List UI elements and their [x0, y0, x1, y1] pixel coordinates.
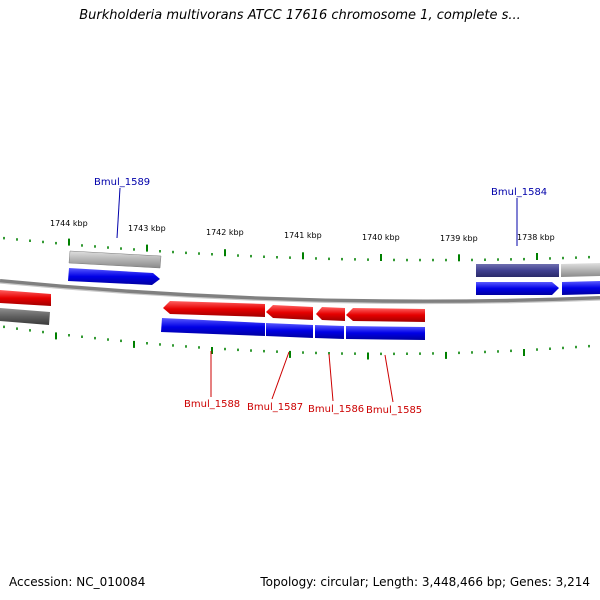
gene-label-1584[interactable]: Bmul_1584	[491, 187, 547, 198]
tick-label-1743: 1743 kbp	[128, 224, 166, 233]
gene-blue-band-1586[interactable]	[315, 325, 344, 339]
gene-label-1585[interactable]: Bmul_1585	[366, 405, 422, 416]
tick-label-1742: 1742 kbp	[206, 228, 244, 237]
gene-blue-band-1585[interactable]	[346, 326, 425, 340]
gene-red-left-edge[interactable]	[0, 290, 51, 306]
gene-red-1586[interactable]	[316, 307, 345, 321]
map-title: Burkholderia multivorans ATCC 17616 chro…	[79, 8, 521, 23]
gene-blue-1584[interactable]	[476, 282, 559, 295]
gene-label-1588[interactable]: Bmul_1588	[184, 399, 240, 410]
backbone-inner	[0, 282, 600, 305]
gene-blue-1589[interactable]	[68, 268, 160, 285]
tick-row-bottom	[3, 325, 590, 360]
leader-1585	[384, 354, 394, 403]
gene-label-1589[interactable]: Bmul_1589	[94, 177, 150, 188]
gene-grey-top-1589[interactable]	[68, 250, 162, 269]
gene-dark-left-edge[interactable]	[0, 308, 50, 325]
backbone-outer	[0, 279, 600, 304]
genome-summary-text: Topology: circular; Length: 3,448,466 bp…	[260, 575, 590, 589]
leader-1589	[116, 187, 121, 239]
tick-label-1744: 1744 kbp	[50, 219, 88, 228]
leader-1586	[328, 353, 334, 402]
tick-label-1738: 1738 kbp	[517, 233, 555, 242]
gene-label-1587[interactable]: Bmul_1587	[247, 402, 303, 413]
tick-row-top	[3, 236, 590, 262]
gene-blue-band-1587[interactable]	[266, 323, 313, 338]
tick-label-1740: 1740 kbp	[362, 233, 400, 242]
gene-label-1586[interactable]: Bmul_1586	[308, 404, 364, 415]
tick-label-1739: 1739 kbp	[440, 234, 478, 243]
gene-red-1585[interactable]	[346, 308, 425, 322]
tick-label-1741: 1741 kbp	[284, 231, 322, 240]
scale-labels: 1744 kbp 1743 kbp 1742 kbp 1741 kbp 1740…	[50, 219, 555, 243]
accession-text: Accession: NC_010084	[9, 575, 146, 589]
gene-blue-right-edge[interactable]	[562, 281, 600, 295]
gene-grey-right-edge[interactable]	[561, 263, 600, 277]
gene-red-1588[interactable]	[163, 301, 265, 317]
gene-purple-1584[interactable]	[476, 264, 559, 277]
gene-blue-band-1588[interactable]	[161, 318, 265, 336]
gene-red-1587[interactable]	[266, 305, 313, 320]
leader-1587	[271, 351, 290, 400]
